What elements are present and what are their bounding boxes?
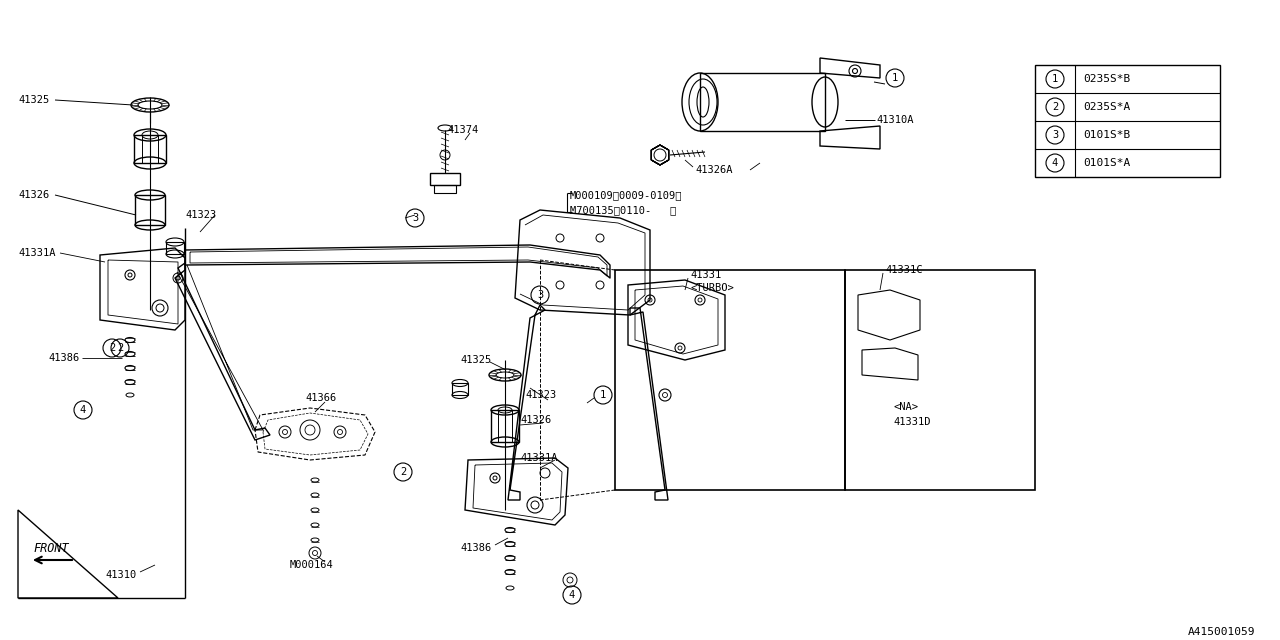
Bar [452,383,468,395]
Text: 41310: 41310 [105,570,136,580]
Bar [434,185,456,193]
Text: 41331C: 41331C [884,265,923,275]
Text: 41325: 41325 [18,95,49,105]
Text: <TURBO>: <TURBO> [690,283,733,293]
Text: 41331: 41331 [690,270,721,280]
Text: 3: 3 [1052,130,1059,140]
Bar [430,173,460,185]
Text: 41325: 41325 [460,355,492,365]
Text: 41386: 41386 [460,543,492,553]
Text: 1: 1 [892,73,899,83]
Bar [1036,65,1220,177]
Text: 2: 2 [1052,102,1059,112]
Text: 41326A: 41326A [695,165,732,175]
Bar [700,73,826,131]
Text: 41310A: 41310A [876,115,914,125]
Text: A415001059: A415001059 [1188,627,1254,637]
Text: 41326: 41326 [520,415,552,425]
Text: 0235S*B: 0235S*B [1083,74,1130,84]
Bar [134,195,165,225]
Bar [166,242,184,254]
Text: M700135〈0110-   〉: M700135〈0110- 〉 [570,205,676,215]
Text: 41323: 41323 [186,210,216,220]
Text: 41323: 41323 [525,390,557,400]
Text: 41331A: 41331A [18,248,55,258]
Text: 3: 3 [536,290,543,300]
Bar [134,135,166,163]
Text: M000164: M000164 [291,560,334,570]
Text: 0101S*B: 0101S*B [1083,130,1130,140]
Text: 0101S*A: 0101S*A [1083,158,1130,168]
Text: 4: 4 [1052,158,1059,168]
Text: 4: 4 [568,590,575,600]
Bar [492,410,518,442]
Text: 2: 2 [116,343,123,353]
Text: 41326: 41326 [18,190,49,200]
Text: 41374: 41374 [447,125,479,135]
Text: <NA>: <NA> [893,402,918,412]
Text: FRONT: FRONT [33,541,69,554]
Text: 2: 2 [399,467,406,477]
Text: 4: 4 [79,405,86,415]
Text: 0235S*A: 0235S*A [1083,102,1130,112]
Text: 41331A: 41331A [520,453,558,463]
Text: 2: 2 [109,343,115,353]
Text: 41366: 41366 [305,393,337,403]
Bar [845,270,1036,490]
Text: 1: 1 [1052,74,1059,84]
Bar [614,270,845,490]
Text: M000109〈0009-0109〉: M000109〈0009-0109〉 [570,190,682,200]
Text: 41386: 41386 [49,353,79,363]
Text: 1: 1 [600,390,607,400]
Text: 41331D: 41331D [893,417,931,427]
Text: 3: 3 [412,213,419,223]
